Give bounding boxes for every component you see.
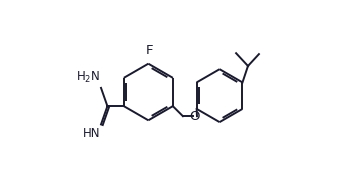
Text: F: F <box>146 44 154 57</box>
Text: HN: HN <box>83 127 100 140</box>
Text: H$_2$N: H$_2$N <box>76 70 100 85</box>
Text: O: O <box>190 110 200 123</box>
